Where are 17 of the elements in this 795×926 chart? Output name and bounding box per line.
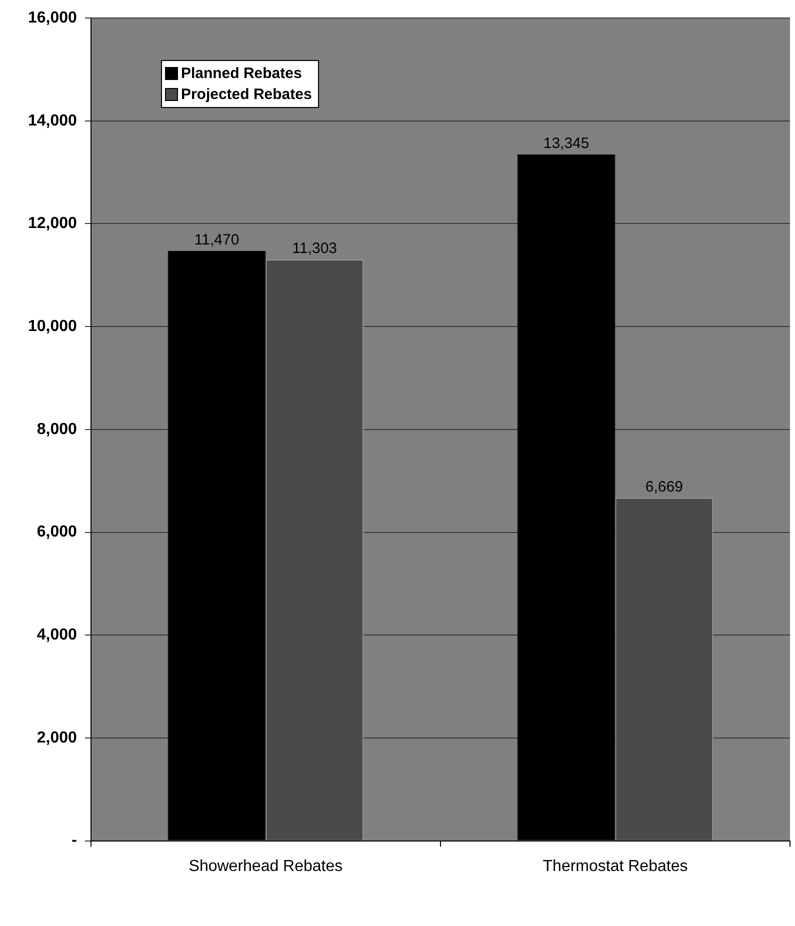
y-tick-label: 16,000	[28, 9, 78, 26]
y-tick-label: 2,000	[36, 729, 78, 746]
y-tick-label: 4,000	[36, 626, 78, 644]
y-tick-label: 12,000	[28, 215, 78, 232]
x-tick-label: Showerhead Rebates	[188, 858, 343, 875]
y-tick-label: 14,000	[28, 112, 78, 130]
data-label: 6,669	[645, 478, 683, 496]
y-tick-label: 10,000	[28, 318, 78, 335]
data-label: 11,303	[292, 240, 338, 258]
data-label: 13,345	[543, 135, 590, 152]
legend-label: Planned Rebates	[180, 64, 302, 84]
y-tick-label: 6,000	[36, 524, 78, 541]
x-tick-label: Thermostat Rebates	[542, 858, 688, 875]
legend-label: Projected Rebates	[180, 85, 312, 105]
y-tick-label: -	[72, 832, 77, 850]
data-label: 11,470	[194, 232, 240, 249]
y-tick-label: 8,000	[36, 420, 78, 438]
